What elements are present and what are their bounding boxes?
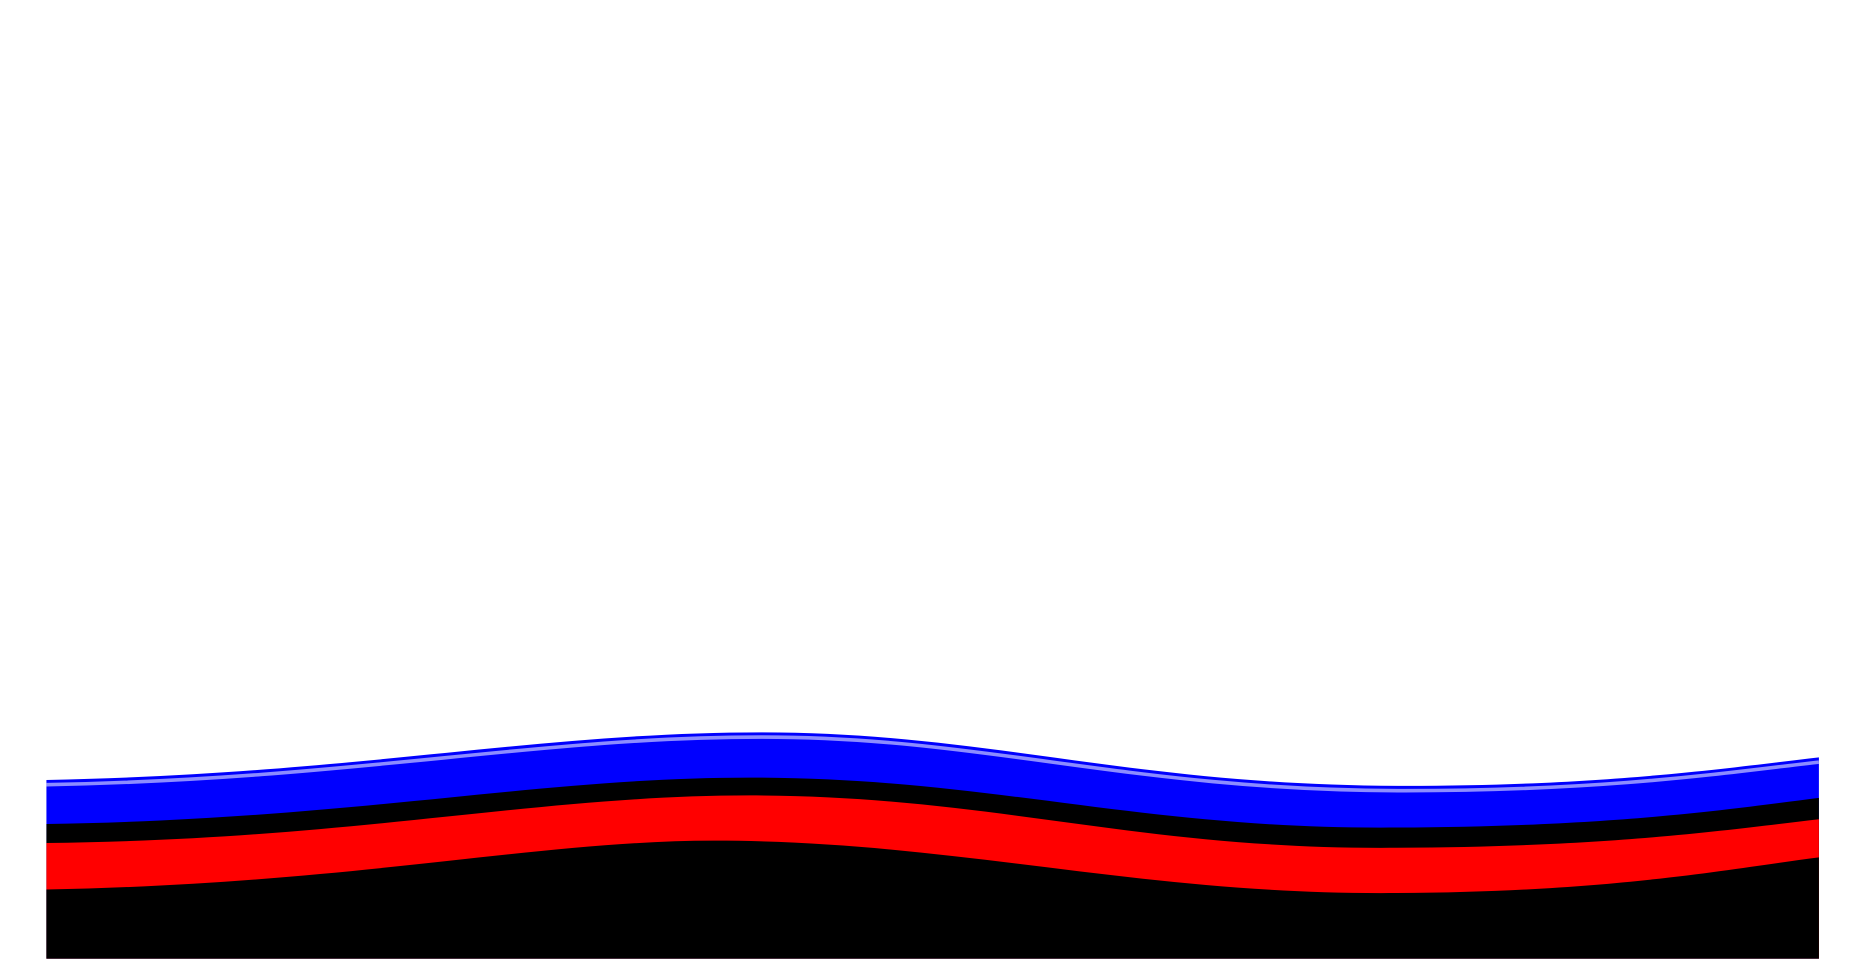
black-base-layer — [46, 840, 1819, 959]
light-blue-edge — [46, 735, 1820, 793]
